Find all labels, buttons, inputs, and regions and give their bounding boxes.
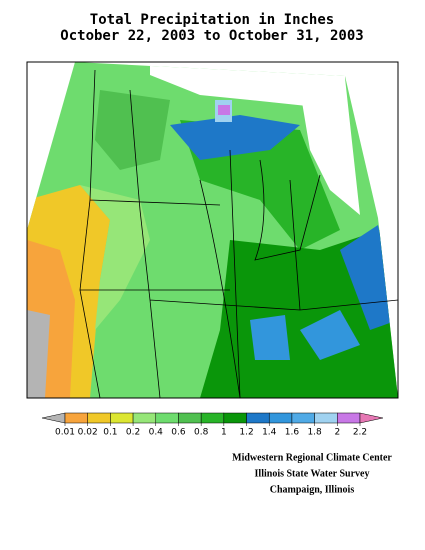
- legend-swatch: [87, 412, 111, 424]
- credit: Illinois State Water Survey: [255, 468, 370, 479]
- legend-tick-label: 0.02: [78, 428, 98, 438]
- legend-swatch: [64, 412, 88, 424]
- legend-tick-label: 0.6: [171, 428, 186, 438]
- legend-swatch: [291, 412, 315, 424]
- legend-swatch: [132, 412, 157, 424]
- legend-tick-label: 0.4: [149, 428, 164, 438]
- legend-swatch: [110, 412, 134, 424]
- legend-tick-label: 1.2: [239, 428, 253, 438]
- title-line: October 22, 2003 to October 31, 2003: [60, 28, 363, 44]
- credit: Midwestern Regional Climate Center: [232, 452, 392, 463]
- legend: 0.01 0.02 0.1 0.2 0.4 0.6 0.8 1 1.2 1.4 1.6 1.8 2 2.2: [41, 412, 384, 438]
- legend-swatch: [178, 412, 202, 424]
- map-frame: [26, 61, 399, 399]
- legend-swatch: [337, 412, 361, 424]
- title-line: Total Precipitation in Inches: [90, 12, 334, 28]
- legend-end: [41, 412, 66, 424]
- precip-field: [27, 62, 398, 398]
- legend-swatch: [155, 412, 179, 424]
- legend-swatch: [314, 412, 338, 424]
- legend-tick-label: 2: [334, 428, 340, 438]
- legend-tick-label: 0.1: [103, 428, 117, 438]
- legend-tick-label: 0.01: [55, 428, 75, 438]
- legend-swatch: [200, 412, 225, 424]
- credit: Champaign, Illinois: [270, 484, 355, 495]
- legend-tick-label: 2.2: [353, 428, 367, 438]
- legend-tick-label: 1.8: [307, 428, 322, 438]
- boundaries: [79, 69, 399, 399]
- legend-swatch: [246, 412, 270, 424]
- legend-swatch: [268, 412, 293, 424]
- legend-end: [359, 412, 384, 424]
- legend-tick-label: 0.8: [194, 428, 209, 438]
- legend-tick-label: 1.6: [285, 428, 300, 438]
- legend-swatch: [223, 412, 247, 424]
- legend-tick-label: 0.2: [126, 428, 140, 438]
- legend-tick-label: 1: [221, 428, 227, 438]
- legend-tick-label: 1.4: [262, 428, 277, 438]
